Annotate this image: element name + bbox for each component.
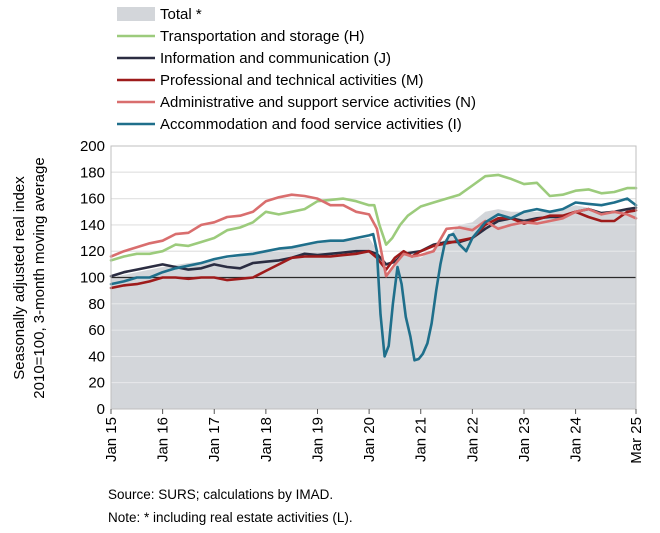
legend: Total * Transportation and storage (H) Inf…: [117, 6, 476, 133]
y-tick-label: 20: [88, 375, 105, 392]
plot-border: [110, 145, 637, 410]
x-tick-label: Jan 22: [464, 417, 481, 462]
legend-label: Professional and technical activities (M…: [160, 72, 423, 89]
y-tick-label: 140: [80, 217, 105, 234]
x-tick-label: Jan 18: [258, 417, 275, 462]
y-tick-label: 60: [88, 322, 105, 339]
legend-label: Accommodation and food service activitie…: [160, 116, 462, 133]
series-line-5: [109, 197, 638, 362]
x-tick-label: Jan 23: [516, 417, 533, 462]
series-line-1: [109, 173, 638, 262]
series-line-4: [109, 193, 638, 278]
x-axis: Jan 15 Jan 16 Jan 17 Jan 18 Jan 19 Jan 20 Jan …: [103, 409, 645, 464]
y-tick-label: 180: [80, 164, 105, 181]
legend-label: Information and communication (J): [160, 50, 391, 67]
plot-area: [109, 145, 638, 410]
series-line-3: [109, 209, 638, 290]
x-tick-label: Jan 15: [103, 417, 120, 462]
legend-label: Total *: [160, 6, 202, 23]
x-tick-label: Jan 20: [361, 417, 378, 462]
x-tick-label: Jan 16: [155, 417, 172, 462]
y-tick-label: 80: [88, 296, 105, 313]
x-tick-label: Jan 19: [309, 417, 326, 462]
y-axis: 0 20 40 60 80 100 120 140 160 180 200: [80, 138, 105, 418]
legend-swatch-total: [117, 7, 155, 21]
y-tick-label: 120: [80, 243, 105, 260]
y-tick-label: 200: [80, 138, 105, 155]
y-tick-label: 100: [80, 270, 105, 287]
legend-label: Transportation and storage (H): [160, 28, 365, 45]
x-tick-label: Jan 24: [568, 417, 585, 462]
source-note: Source: SURS; calculations by IMAD.: [108, 487, 334, 502]
y-tick-label: 40: [88, 348, 105, 365]
x-tick-label: Jan 17: [206, 417, 223, 462]
y-tick-label: 160: [80, 191, 105, 208]
legend-label: Administrative and support service activ…: [160, 94, 476, 111]
y-tick-label: 0: [97, 401, 105, 418]
x-tick-label: Jan 21: [413, 417, 430, 462]
footnote: Note: * including real estate activities…: [108, 510, 353, 525]
y-axis-label-line-2: 2010=100, 3-month moving average: [31, 157, 48, 398]
x-tick-label: Mar 25: [628, 417, 645, 464]
y-axis-label-line-1: Seasonally adjusted real index: [11, 176, 28, 380]
